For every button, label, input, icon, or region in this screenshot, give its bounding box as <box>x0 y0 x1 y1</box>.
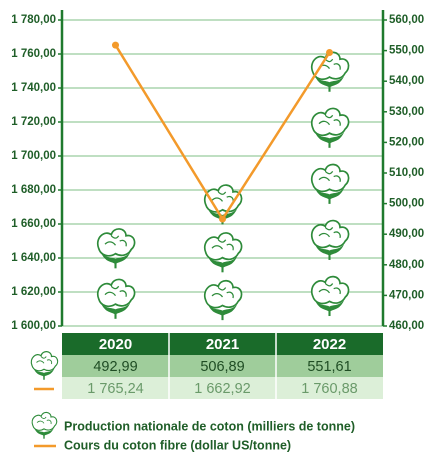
table-year: 2021 <box>206 336 239 353</box>
line-point <box>326 49 333 57</box>
y2-tick-label: 470,00 <box>389 289 424 301</box>
y-tick-label: 1 760,00 <box>11 48 56 60</box>
y-tick-label: 1 680,00 <box>11 184 56 196</box>
table-row <box>62 355 383 377</box>
y2-tick-label: 480,00 <box>389 259 424 271</box>
cotton-icon <box>310 275 350 318</box>
table-row <box>62 377 383 399</box>
y-tick-label: 1 640,00 <box>11 252 56 264</box>
cotton-icon <box>203 279 243 322</box>
y-tick-label: 1 780,00 <box>11 14 56 26</box>
legend-label: Production nationale de coton (milliers … <box>64 419 355 433</box>
line-point <box>219 215 226 223</box>
y-tick-label: 1 660,00 <box>11 218 56 230</box>
cotton-icon <box>310 107 350 149</box>
y2-tick-label: 510,00 <box>389 167 424 179</box>
y2-tick-label: 490,00 <box>389 228 424 240</box>
table-year: 2022 <box>313 336 346 353</box>
legend-label: Cours du coton fibre (dollar US/tonne) <box>64 438 291 452</box>
y2-tick-label: 550,00 <box>389 45 424 57</box>
pictogram-column <box>203 184 243 322</box>
legend-icon <box>31 411 58 440</box>
y2-tick-label: 560,00 <box>389 14 424 26</box>
cotton-icon <box>96 278 136 320</box>
cotton-icon <box>310 163 350 205</box>
table-header <box>62 333 383 355</box>
y2-tick-label: 460,00 <box>389 320 424 332</box>
table-value: 492,99 <box>93 359 137 375</box>
y2-tick-label: 500,00 <box>389 198 424 210</box>
table-value: 1 760,88 <box>301 381 357 397</box>
y-tick-label: 1 720,00 <box>11 116 56 128</box>
table-value: 506,89 <box>200 359 244 375</box>
cotton-icon <box>310 219 350 262</box>
y-tick-label: 1 620,00 <box>11 286 56 298</box>
pictogram-column <box>96 227 136 320</box>
y-tick-label: 1 740,00 <box>11 82 56 94</box>
cotton-icon <box>203 231 243 274</box>
y2-tick-label: 520,00 <box>389 136 424 148</box>
y-tick-label: 1 700,00 <box>11 150 56 162</box>
y2-tick-label: 540,00 <box>389 75 424 87</box>
line-point <box>112 41 119 49</box>
table-value: 1 765,24 <box>87 381 143 397</box>
table-year: 2020 <box>99 336 132 353</box>
cotton-icon <box>96 227 136 270</box>
y-tick-label: 1 600,00 <box>11 320 56 332</box>
table-icon <box>30 350 59 381</box>
table-value: 551,61 <box>307 359 351 375</box>
table-value: 1 662,92 <box>194 381 250 397</box>
y2-tick-label: 530,00 <box>389 106 424 118</box>
